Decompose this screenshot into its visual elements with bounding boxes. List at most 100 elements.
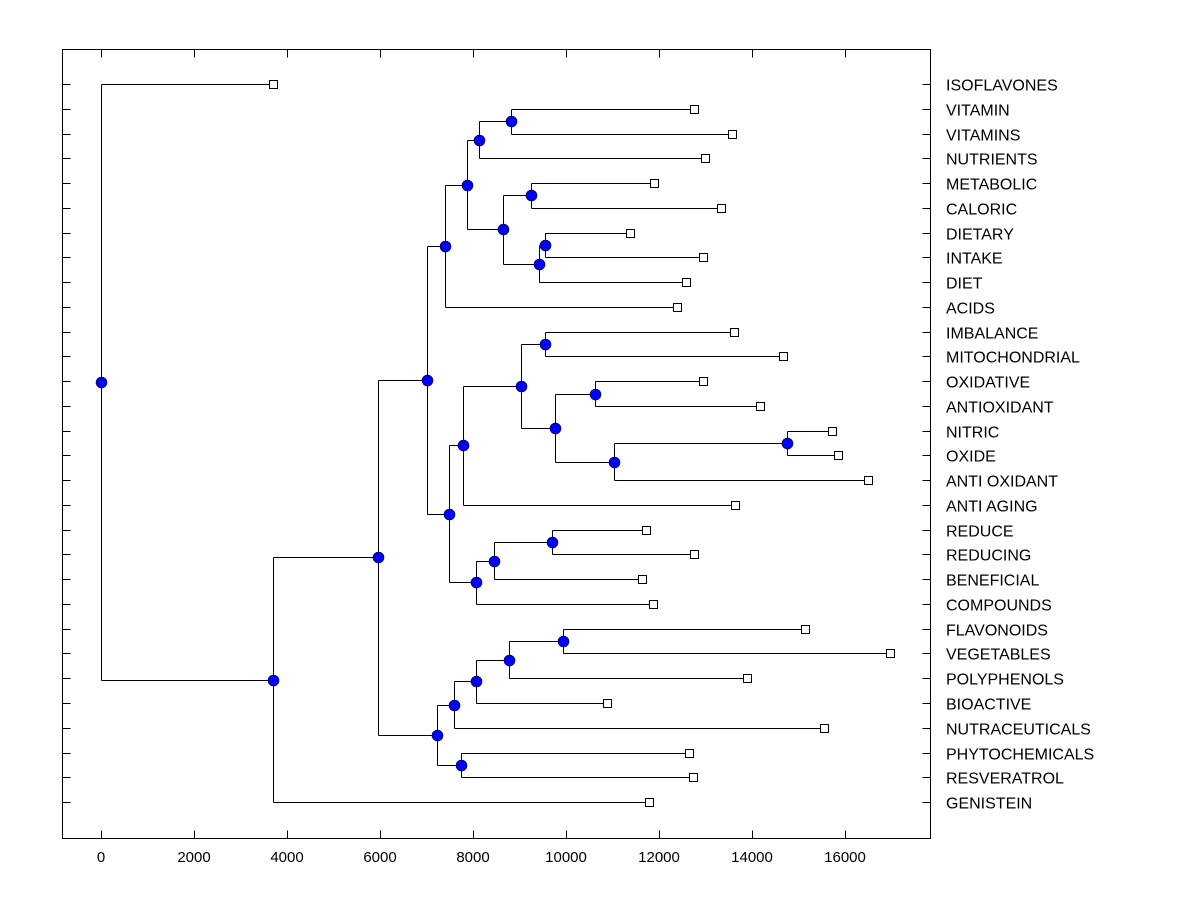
leaf-label: VITAMINS — [946, 128, 1020, 145]
leaf-marker-square — [626, 229, 635, 238]
leaf-marker-square — [779, 352, 788, 361]
leaf-label: COMPOUNDS — [946, 598, 1052, 615]
leaf-marker-square — [701, 154, 710, 163]
cluster-node-dot — [781, 437, 794, 450]
leaf-marker-square — [685, 749, 694, 758]
leaf-label: FLAVONOIDS — [946, 623, 1048, 640]
cluster-node-dot — [470, 576, 483, 589]
leaf-marker-square — [730, 328, 739, 337]
leaf-label: POLYPHENOLS — [946, 672, 1064, 689]
leaf-label: IMBALANCE — [946, 326, 1038, 343]
axis-ticks — [62, 49, 931, 839]
cluster-node-dot — [515, 380, 528, 393]
leaf-label: PHYTOCHEMICALS — [946, 747, 1094, 764]
leaf-label: BIOACTIVE — [946, 697, 1031, 714]
cluster-node-dot — [421, 374, 434, 387]
cluster-node-dot — [608, 456, 621, 469]
cluster-node-dot — [431, 729, 444, 742]
cluster-node-dot — [457, 439, 470, 452]
leaf-marker-square — [649, 600, 658, 609]
x-tick-label: 14000 — [731, 849, 773, 866]
x-tick-label: 12000 — [638, 849, 680, 866]
leaf-marker-square — [743, 674, 752, 683]
leaf-marker-square — [699, 377, 708, 386]
cluster-node-dot — [546, 536, 559, 549]
leaf-label: VEGETABLES — [946, 647, 1051, 664]
leaf-marker-square — [690, 550, 699, 559]
leaf-label: ANTI OXIDANT — [946, 474, 1058, 491]
cluster-node-dot — [95, 376, 108, 389]
leaf-marker-square — [834, 451, 843, 460]
leaf-marker-square — [682, 278, 691, 287]
leaf-marker-square — [820, 724, 829, 733]
cluster-node-dot — [557, 635, 570, 648]
leaf-marker-square — [690, 105, 699, 114]
cluster-node-dot — [473, 134, 486, 147]
cluster-node-dot — [439, 240, 452, 253]
cluster-node-dot — [533, 258, 546, 271]
leaf-marker-square — [699, 253, 708, 262]
x-axis-tick-labels: 0 2000 4000 6000 8000 10000 12000 14000 16000 — [97, 849, 866, 866]
leaf-label: NUTRIENTS — [946, 152, 1038, 169]
cluster-node-dot — [372, 551, 385, 564]
cluster-node-dot — [539, 338, 552, 351]
leaf-marker-square — [603, 699, 612, 708]
leaf-label: ISOFLAVONES — [946, 78, 1058, 95]
leaf-label: ACIDS — [946, 301, 995, 318]
leaf-label: REDUCING — [946, 548, 1031, 565]
leaf-marker-square — [756, 402, 765, 411]
leaf-label: ANTIOXIDANT — [946, 400, 1054, 417]
cluster-node-dot — [461, 179, 474, 192]
cluster-node-dot — [505, 115, 518, 128]
x-tick-label: 4000 — [270, 849, 303, 866]
leaf-marker-square — [645, 798, 654, 807]
leaf-label: CALORIC — [946, 202, 1017, 219]
leaf-label: NITRIC — [946, 425, 999, 442]
leaf-label: OXIDE — [946, 449, 996, 466]
plot-frame — [62, 49, 931, 839]
leaf-label: METABOLIC — [946, 177, 1037, 194]
cluster-node-dot — [443, 508, 456, 521]
cluster-node-dot — [448, 699, 461, 712]
leaf-label: ANTI AGING — [946, 499, 1038, 516]
x-tick-label: 8000 — [456, 849, 489, 866]
leaf-label: DIETARY — [946, 227, 1014, 244]
x-tick-label: 16000 — [824, 849, 866, 866]
x-tick-label: 0 — [97, 849, 105, 866]
cluster-node-dot — [470, 675, 483, 688]
leaf-label: BENEFICIAL — [946, 573, 1039, 590]
leaf-marker-square — [638, 575, 647, 584]
cluster-node-dot — [539, 239, 552, 252]
leaf-label: MITOCHONDRIAL — [946, 350, 1080, 367]
cluster-node-dot — [549, 422, 562, 435]
cluster-node-dot — [589, 388, 602, 401]
leaf-markers — [269, 80, 895, 807]
leaf-label: GENISTEIN — [946, 796, 1032, 813]
x-tick-label: 2000 — [177, 849, 210, 866]
leaf-label: INTAKE — [946, 251, 1003, 268]
x-tick-label: 6000 — [363, 849, 396, 866]
cluster-node-dot — [497, 223, 510, 236]
cluster-node-dot — [503, 654, 516, 667]
cluster-node-dot — [525, 189, 538, 202]
cluster-node-dot — [488, 555, 501, 568]
leaf-marker-square — [717, 204, 726, 213]
leaf-label: VITAMIN — [946, 103, 1010, 120]
leaf-marker-square — [886, 649, 895, 658]
leaf-marker-square — [650, 179, 659, 188]
leaf-marker-square — [673, 303, 682, 312]
leaf-labels: ISOFLAVONES VITAMIN VITAMINS NUTRIENTS METAB… — [946, 78, 1094, 813]
leaf-label: RESVERATROL — [946, 771, 1064, 788]
leaf-marker-square — [828, 427, 837, 436]
cluster-node-dot — [267, 674, 280, 687]
leaf-marker-square — [269, 80, 278, 89]
leaf-label: NUTRACEUTICALS — [946, 722, 1091, 739]
leaf-marker-square — [642, 526, 651, 535]
leaf-label: DIET — [946, 276, 983, 293]
x-tick-label: 10000 — [545, 849, 587, 866]
node-markers — [95, 115, 794, 772]
leaf-marker-square — [689, 773, 698, 782]
leaf-marker-square — [731, 501, 740, 510]
cluster-node-dot — [455, 759, 468, 772]
